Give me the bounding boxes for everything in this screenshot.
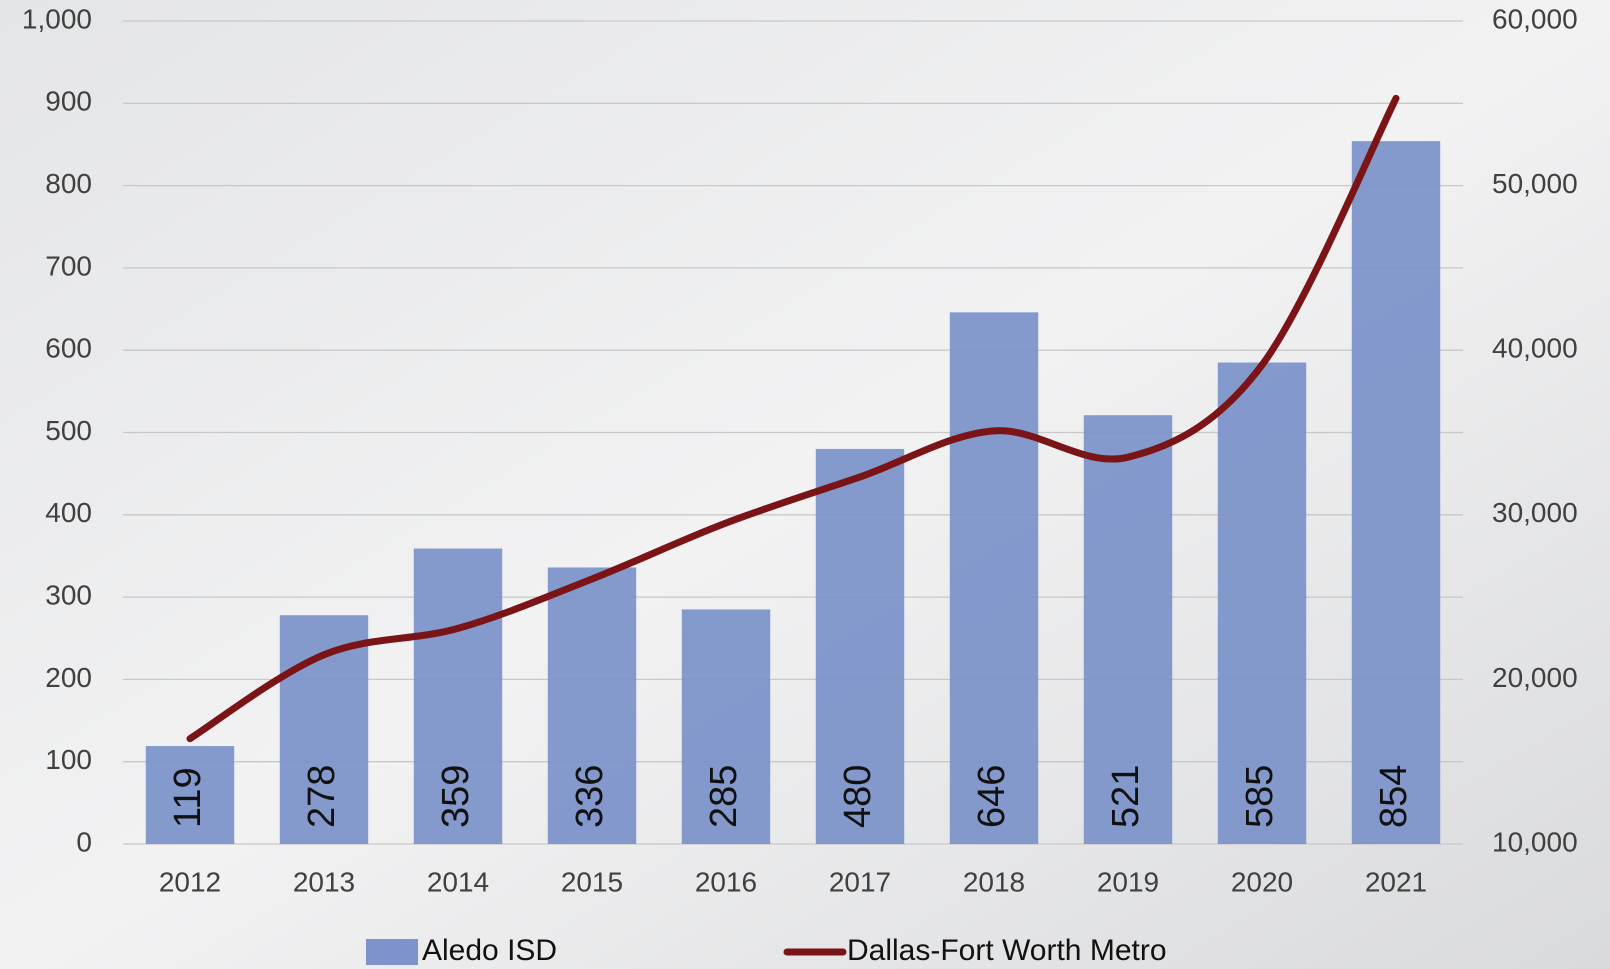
y2-tick-label: 20,000: [1492, 662, 1578, 693]
data-label: 278: [301, 765, 343, 828]
y-tick-label: 500: [45, 415, 92, 446]
data-label: 336: [569, 765, 611, 828]
data-label: 646: [971, 765, 1013, 828]
legend-label: Aledo ISD: [422, 934, 557, 967]
y-tick-label: 100: [45, 744, 92, 775]
x-tick-label: 2021: [1365, 866, 1427, 897]
x-tick-label: 2020: [1231, 866, 1293, 897]
x-tick-label: 2018: [963, 866, 1025, 897]
bar: [949, 312, 1039, 844]
y-tick-label: 0: [76, 826, 92, 857]
x-tick-label: 2014: [427, 866, 489, 897]
y-tick-label: 400: [45, 497, 92, 528]
legend-swatch: [366, 939, 418, 965]
bar: [413, 548, 503, 844]
bar: [1083, 415, 1173, 844]
bar: [145, 746, 235, 844]
y2-tick-label: 60,000: [1492, 3, 1578, 34]
y-tick-label: 1,000: [22, 3, 92, 34]
data-label: 585: [1239, 765, 1281, 828]
y2-tick-label: 50,000: [1492, 168, 1578, 199]
data-label: 119: [167, 767, 209, 828]
y2-tick-label: 30,000: [1492, 497, 1578, 528]
y-tick-label: 200: [45, 662, 92, 693]
data-label: 521: [1105, 765, 1147, 828]
bar: [815, 448, 905, 844]
x-tick-label: 2012: [159, 866, 221, 897]
bar: [1351, 141, 1441, 844]
bar: [1217, 362, 1307, 844]
data-label: 285: [703, 765, 745, 828]
y2-tick-label: 40,000: [1492, 333, 1578, 364]
x-tick-label: 2017: [829, 866, 891, 897]
data-label: 854: [1373, 765, 1415, 828]
legend-label: Dallas-Fort Worth Metro: [847, 934, 1167, 967]
y-tick-label: 800: [45, 168, 92, 199]
bar: [681, 609, 771, 844]
y-tick-label: 900: [45, 86, 92, 117]
x-tick-label: 2015: [561, 866, 623, 897]
line: [186, 94, 1400, 743]
y-tick-label: 700: [45, 250, 92, 281]
x-tick-label: 2013: [293, 866, 355, 897]
x-tick-label: 2016: [695, 866, 757, 897]
bar: [547, 567, 637, 844]
data-label: 480: [837, 765, 879, 828]
data-label: 359: [435, 765, 477, 828]
x-tick-label: 2019: [1097, 866, 1159, 897]
y2-tick-label: 10,000: [1492, 826, 1578, 857]
y-tick-label: 600: [45, 333, 92, 364]
y-tick-label: 300: [45, 579, 92, 610]
